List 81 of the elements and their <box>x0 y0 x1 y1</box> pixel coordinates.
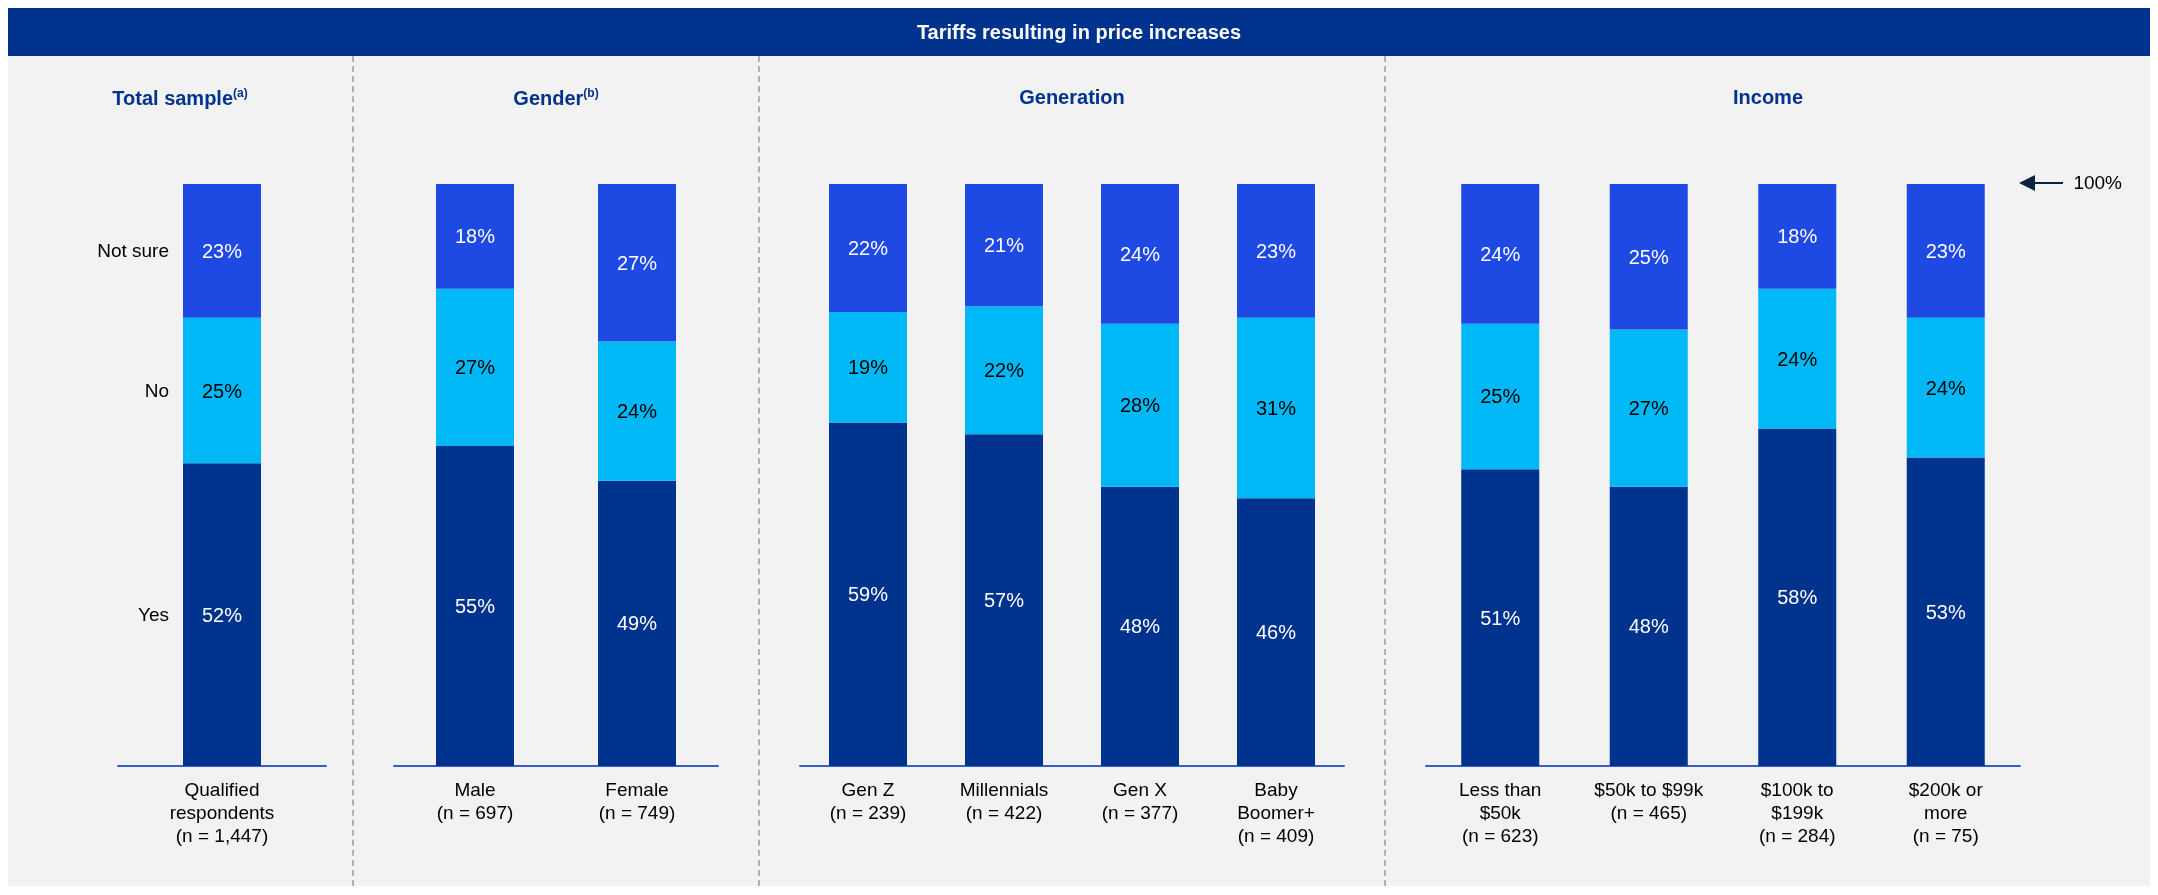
bar <box>1609 329 1688 487</box>
x-tick-label: $200k or more (n = 75) <box>1908 779 1984 846</box>
data-label: 23% <box>1255 239 1297 262</box>
series-label: Yes <box>138 604 169 626</box>
bar <box>829 422 907 766</box>
bar <box>965 306 1043 435</box>
data-label: 58% <box>1777 586 1818 609</box>
bar <box>1101 486 1179 766</box>
data-label: 18% <box>454 225 496 248</box>
data-label: 24% <box>1119 242 1161 265</box>
bar <box>1461 469 1540 766</box>
x-tick-label: Gen X (n = 377) <box>1101 779 1179 823</box>
x-tick-label: Male (n = 697) <box>436 779 514 823</box>
bar <box>1237 498 1315 766</box>
series-label: Not sure <box>97 240 169 262</box>
chart-title: Generation <box>1019 86 1125 108</box>
data-label: 22% <box>847 237 889 260</box>
bar <box>598 480 676 766</box>
data-label: 49% <box>616 612 658 635</box>
data-label: 52% <box>201 603 243 626</box>
text: Tariffs resulting in price increases <box>8 8 2150 56</box>
x-tick-label: Less than $50k (n = 623) <box>1459 779 1542 846</box>
bar <box>1906 457 1985 766</box>
data-label: 46% <box>1255 621 1297 644</box>
data-label: 25% <box>201 379 243 402</box>
data-label: 48% <box>1628 615 1669 638</box>
data-label: 23% <box>1925 239 1966 262</box>
bar <box>598 184 676 342</box>
data-label: 27% <box>454 356 496 379</box>
data-label: 24% <box>1925 376 1966 399</box>
bar <box>1609 486 1688 766</box>
x-tick-label: Millennials (n = 422) <box>959 779 1049 823</box>
chart-title: Income <box>1732 86 1804 108</box>
bar <box>965 434 1043 766</box>
bar <box>1101 323 1179 487</box>
data-label: 57% <box>983 589 1025 612</box>
data-label: 24% <box>616 399 658 422</box>
x-tick-label: Qualified respondents (n = 1,447) <box>169 779 275 846</box>
x-tick-label: Baby Boomer+ (n = 409) <box>1237 779 1315 846</box>
data-label: 59% <box>847 583 889 606</box>
bar <box>436 288 514 446</box>
data-label: 53% <box>1925 600 1966 623</box>
x-tick-label: Female (n = 749) <box>598 779 676 823</box>
bar <box>1906 184 1985 318</box>
data-label: 25% <box>1480 385 1521 408</box>
bar <box>1906 317 1985 458</box>
data-label: 31% <box>1255 397 1297 420</box>
bar <box>829 184 907 313</box>
data-label: 24% <box>1480 242 1521 265</box>
x-tick-label: $100k to $199k (n = 284) <box>1758 779 1836 846</box>
bar <box>829 312 907 423</box>
data-label: 48% <box>1119 615 1161 638</box>
bar <box>1237 317 1315 499</box>
data-label: 23% <box>201 239 243 262</box>
bar <box>965 184 1043 307</box>
bar <box>1461 184 1540 324</box>
data-label: 18% <box>1777 225 1818 248</box>
bar <box>1758 184 1837 289</box>
x-tick-label: Gen Z (n = 239) <box>829 779 907 823</box>
bar <box>436 445 514 766</box>
bar <box>1101 184 1179 324</box>
text: 100% <box>2073 172 2122 194</box>
bar <box>598 341 676 481</box>
series-label: No <box>144 380 169 402</box>
bar <box>436 184 514 289</box>
x-tick-label: $50k to $99k (n = 465) <box>1594 779 1704 823</box>
data-label: 55% <box>454 594 496 617</box>
data-label: 27% <box>1628 397 1669 420</box>
data-label: 22% <box>983 359 1025 382</box>
bar <box>1461 323 1540 470</box>
data-label: 27% <box>616 251 658 274</box>
data-label: 25% <box>1628 245 1669 268</box>
data-label: 21% <box>983 234 1025 257</box>
bar <box>1609 184 1688 330</box>
bar <box>1237 184 1315 318</box>
data-label: 28% <box>1119 394 1161 417</box>
data-label: 51% <box>1480 606 1521 629</box>
bar <box>1758 288 1837 429</box>
data-label: 19% <box>847 356 889 379</box>
bar <box>1758 428 1837 766</box>
data-label: 24% <box>1777 347 1818 370</box>
